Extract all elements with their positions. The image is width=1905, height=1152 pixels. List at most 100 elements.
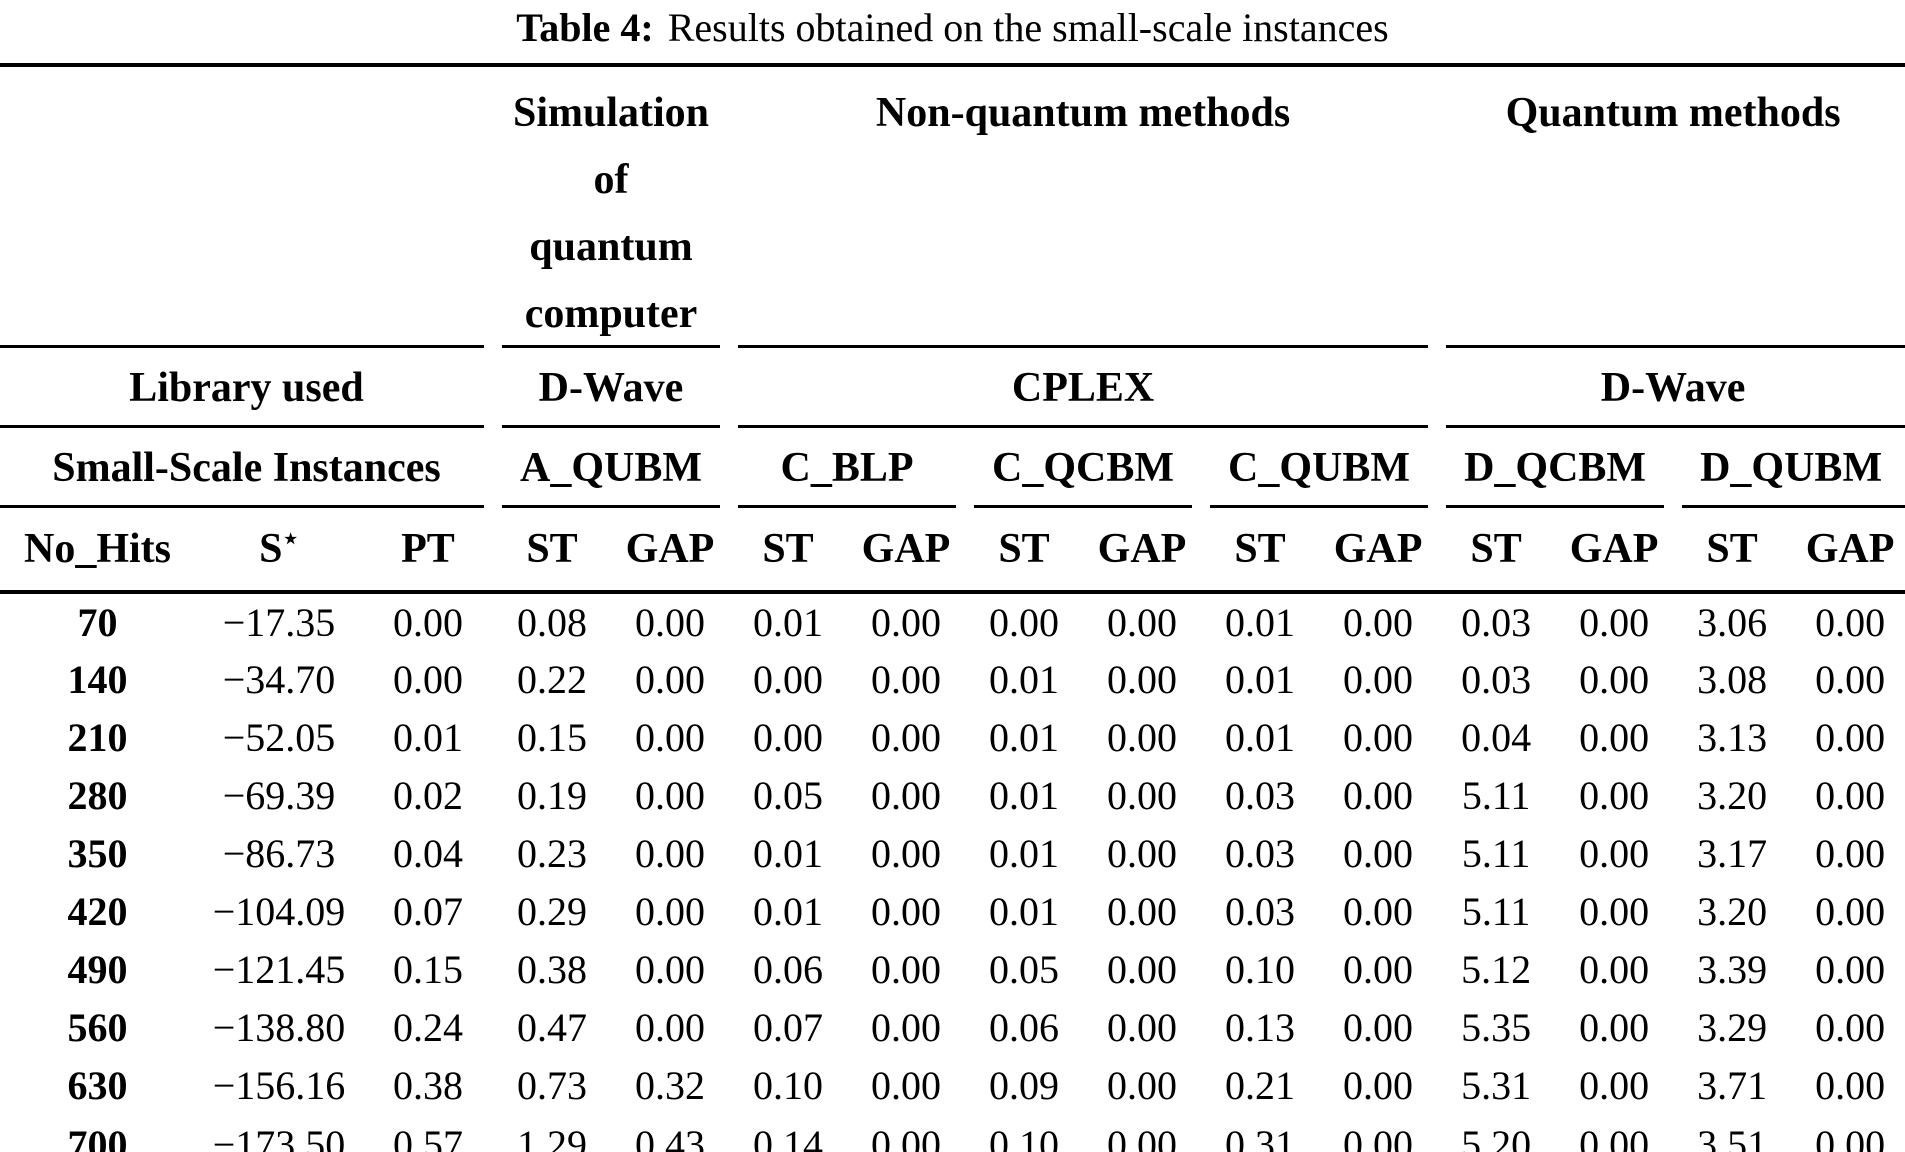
- col-header-gap-d-qcbm: GAP: [1555, 508, 1674, 594]
- data-row-700: 700 −173.50 0.57 1.29 0.43 0.14 0.00 0.1…: [0, 1114, 1905, 1152]
- data-cell: 3.29: [1697, 1004, 1768, 1050]
- data-cell: 0.02: [393, 772, 463, 818]
- data-row-490: 490 −121.45 0.15 0.38 0.00 0.06 0.00 0.0…: [0, 940, 1905, 998]
- s-star-base: S: [259, 526, 283, 572]
- data-cell: 0.04: [1461, 714, 1532, 760]
- data-cell: 0.04: [393, 830, 463, 876]
- data-cell: 0.00: [1343, 599, 1414, 645]
- table-header: Simulation of quantum computer Non-quant…: [0, 63, 1905, 594]
- data-cell: 0.05: [989, 946, 1059, 992]
- data-cell: 0.01: [753, 599, 823, 645]
- data-cell: 3.06: [1697, 599, 1768, 645]
- data-cell: 0.00: [1815, 599, 1886, 645]
- data-cell: 0.00: [635, 599, 705, 645]
- data-row-210: 210 −52.05 0.01 0.15 0.00 0.00 0.00 0.01…: [0, 708, 1905, 766]
- data-cell: 0.31: [1201, 1114, 1319, 1152]
- data-cell: 3.51: [1673, 1114, 1792, 1152]
- data-cell: 0.09: [989, 1062, 1059, 1108]
- col-header-st-d-qubm: ST: [1673, 508, 1792, 594]
- data-cell: −69.39: [222, 772, 336, 818]
- data-cell: 0.00: [1107, 830, 1177, 876]
- data-cell: 0.00: [1579, 714, 1650, 760]
- data-cell: 5.35: [1461, 1004, 1532, 1050]
- data-row-140: 140 −34.70 0.00 0.22 0.00 0.00 0.00 0.01…: [0, 650, 1905, 708]
- data-cell: 3.20: [1697, 772, 1768, 818]
- library-used-header: Library used: [0, 348, 493, 428]
- data-cell: 0.32: [635, 1062, 705, 1108]
- method-c-qcbm-header: C_QCBM: [965, 428, 1201, 508]
- data-cell: 3.20: [1697, 888, 1768, 934]
- table-body: 70 −17.35 0.00 0.08 0.00 0.01 0.00 0.00 …: [0, 592, 1905, 1152]
- data-cell: −173.50: [195, 1114, 363, 1152]
- data-cell: 0.00: [871, 714, 941, 760]
- group-header-row: Simulation of quantum computer Non-quant…: [0, 63, 1905, 348]
- data-cell: 0.00: [871, 772, 941, 818]
- row-label-cell: 560: [67, 1004, 128, 1050]
- data-cell: 0.00: [1579, 830, 1650, 876]
- data-cell: 0.00: [1343, 1004, 1414, 1050]
- data-cell: 0.06: [753, 946, 823, 992]
- row-label-cell: 700: [0, 1114, 195, 1152]
- data-row-280: 280 −69.39 0.02 0.19 0.00 0.05 0.00 0.01…: [0, 766, 1905, 824]
- method-header-row: Small-Scale Instances A_QUBM C_BLP C_QCB…: [0, 428, 1905, 508]
- data-cell: 0.13: [1225, 1004, 1295, 1050]
- data-cell: 0.00: [1579, 599, 1650, 645]
- library-cplex-header: CPLEX: [729, 348, 1438, 428]
- data-cell: 0.00: [635, 946, 705, 992]
- data-cell: 0.00: [989, 599, 1059, 645]
- data-cell: 0.00: [1555, 1114, 1674, 1152]
- row-label-cell: 490: [67, 946, 128, 992]
- data-cell: 0.00: [871, 1062, 941, 1108]
- data-cell: 0.08: [517, 599, 587, 645]
- column-header-row: No_Hits S⋆ PT ST GAP ST GAP ST GAP ST GA…: [0, 508, 1905, 594]
- data-cell: 0.00: [1107, 1062, 1177, 1108]
- data-cell: 0.00: [1815, 830, 1886, 876]
- data-cell: 0.00: [635, 772, 705, 818]
- data-cell: 0.19: [517, 772, 587, 818]
- data-cell: 0.00: [635, 656, 705, 702]
- table-caption-label: Table 4:: [516, 5, 654, 50]
- data-cell: 0.00: [1579, 656, 1650, 702]
- data-cell: 0.22: [517, 656, 587, 702]
- row-label-cell: 350: [67, 830, 128, 876]
- data-cell: 0.00: [1343, 830, 1414, 876]
- data-cell: 0.01: [753, 888, 823, 934]
- data-cell: 0.06: [989, 1004, 1059, 1050]
- library-dwave-header: D-Wave: [1437, 348, 1905, 428]
- data-cell: 0.01: [989, 772, 1059, 818]
- data-cell: 0.00: [1815, 888, 1886, 934]
- data-cell: 0.38: [393, 1062, 463, 1108]
- data-cell: 0.00: [1579, 946, 1650, 992]
- data-cell: 0.47: [517, 1004, 587, 1050]
- data-row-630: 630 −156.16 0.38 0.73 0.32 0.10 0.00 0.0…: [0, 1056, 1905, 1114]
- data-cell: 0.05: [753, 772, 823, 818]
- data-cell: 0.01: [753, 830, 823, 876]
- data-cell: 0.00: [753, 656, 823, 702]
- data-cell: 3.17: [1697, 830, 1768, 876]
- data-cell: 0.00: [1107, 599, 1177, 645]
- data-cell: 0.00: [871, 888, 941, 934]
- data-row-420: 420 −104.09 0.07 0.29 0.00 0.01 0.00 0.0…: [0, 882, 1905, 940]
- data-cell: 0.00: [635, 714, 705, 760]
- data-cell: 0.00: [871, 946, 941, 992]
- method-c-blp-header: C_BLP: [729, 428, 965, 508]
- data-cell: 0.00: [1343, 946, 1414, 992]
- data-cell: 0.21: [1225, 1062, 1295, 1108]
- data-cell: 0.10: [965, 1114, 1083, 1152]
- group-non-quantum-methods: Non-quantum methods: [729, 63, 1438, 348]
- results-table: Simulation of quantum computer Non-quant…: [0, 63, 1905, 1152]
- data-row-350: 350 −86.73 0.04 0.23 0.00 0.01 0.00 0.01…: [0, 824, 1905, 882]
- col-header-gap-d-qubm: GAP: [1791, 508, 1905, 594]
- row-label-cell: 280: [67, 772, 128, 818]
- data-cell: 0.00: [1107, 888, 1177, 934]
- data-cell: 5.31: [1461, 1062, 1532, 1108]
- data-cell: 0.00: [871, 656, 941, 702]
- data-cell: 0.00: [1579, 1004, 1650, 1050]
- row-label-cell: 420: [67, 888, 128, 934]
- data-cell: 0.15: [393, 946, 463, 992]
- row-label-cell: 70: [77, 599, 118, 645]
- data-cell: 0.00: [1343, 888, 1414, 934]
- data-cell: 0.00: [1815, 656, 1886, 702]
- data-cell: 0.00: [635, 1004, 705, 1050]
- table-caption-text: Results obtained on the small-scale inst…: [667, 5, 1389, 50]
